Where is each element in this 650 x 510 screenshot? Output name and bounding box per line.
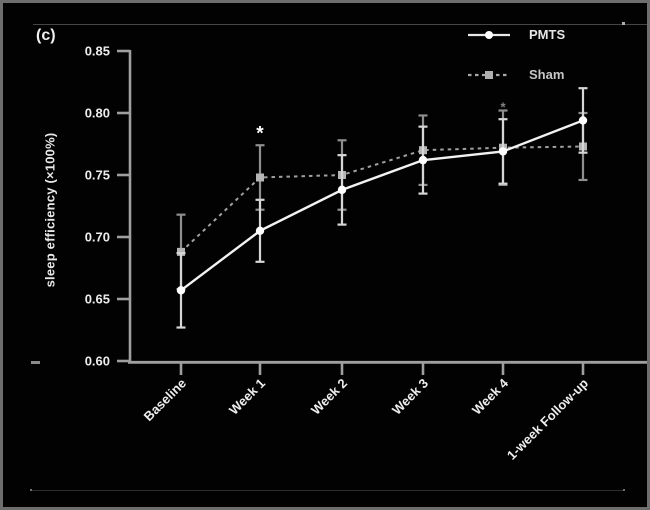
y-tick-label: 0.75: [85, 168, 110, 183]
x-tick-label: 1-week Follow-up: [504, 375, 591, 462]
sham-marker: [256, 173, 264, 182]
legend-label: Sham: [529, 67, 565, 82]
legend-label: PMTS: [529, 27, 566, 42]
y-axis-title: sleep efficiency (×100%): [42, 132, 58, 288]
sleep-efficiency-chart: 0.60 0.65 0.70 0.75 0.80 0.85 Baseline Week 1 We…: [85, 44, 647, 463]
pmts-line-marker-icon: [468, 30, 510, 39]
sham-line: [180, 145, 584, 253]
pmts-marker: [498, 147, 508, 156]
x-tick-label: Baseline: [141, 376, 189, 424]
panel-label: (c): [36, 27, 56, 44]
y-tick-label: 0.65: [85, 292, 110, 307]
chart-legend: PMTS Sham: [467, 27, 565, 82]
sham-marker: [177, 247, 185, 256]
x-tick-label: Week 4: [469, 375, 512, 418]
y-tick-label: 0.60: [85, 354, 110, 369]
x-tick-label: Week 3: [389, 376, 431, 418]
significance-asterisk: *: [500, 99, 506, 114]
y-tick-label: 0.70: [85, 230, 110, 245]
pmts-marker: [578, 116, 588, 125]
y-tick-label: 0.80: [85, 106, 110, 121]
x-tick-label: Week 1: [226, 376, 268, 418]
legend-item-pmts: PMTS: [467, 27, 565, 42]
pmts-marker: [176, 286, 186, 295]
x-tick-label: Week 2: [308, 376, 350, 418]
y-tick-label: 0.85: [85, 44, 110, 59]
pmts-line: [180, 119, 584, 292]
sham-line-marker-icon: [468, 70, 510, 79]
significance-asterisk: *: [256, 124, 264, 145]
pmts-marker: [418, 155, 428, 165]
pmts-marker: [337, 185, 347, 195]
legend-item-sham: Sham: [467, 67, 565, 82]
pmts-marker: [255, 226, 265, 235]
